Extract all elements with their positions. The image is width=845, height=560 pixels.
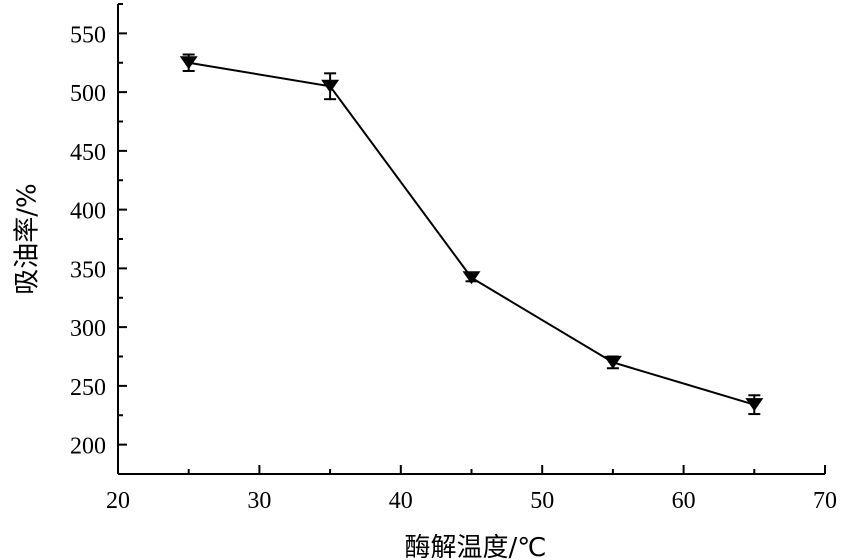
x-tick-label: 30 (247, 488, 271, 514)
ticks: 20 30 40 50 60 70 200 250 300 350 400 450 500 550 (70, 3, 837, 514)
y-tick-label: 550 (70, 22, 106, 48)
y-tick-label: 500 (70, 81, 106, 107)
y-tick-label: 300 (70, 316, 106, 342)
y-tick-label: 350 (70, 257, 106, 283)
y-tick-label: 200 (70, 434, 106, 460)
x-tick-label: 40 (389, 488, 413, 514)
series (179, 53, 764, 416)
y-tick-label: 450 (70, 140, 106, 166)
x-axis-title: 酶解温度/℃ (405, 533, 547, 560)
y-tick-label: 400 (70, 199, 106, 225)
x-tick-label: 50 (530, 488, 554, 514)
data-point-marker (603, 355, 622, 369)
y-axis-title: 吸油率/% (13, 183, 43, 294)
data-point-marker (462, 271, 481, 285)
series-line (188, 61, 755, 406)
y-tick-label: 250 (70, 375, 106, 401)
data-point-marker (745, 398, 764, 412)
data-point-marker (179, 56, 198, 70)
data-point-marker (321, 79, 340, 93)
x-tick-label: 70 (813, 488, 837, 514)
x-tick-label: 20 (106, 488, 130, 514)
x-tick-label: 60 (672, 488, 696, 514)
axes (117, 4, 825, 475)
